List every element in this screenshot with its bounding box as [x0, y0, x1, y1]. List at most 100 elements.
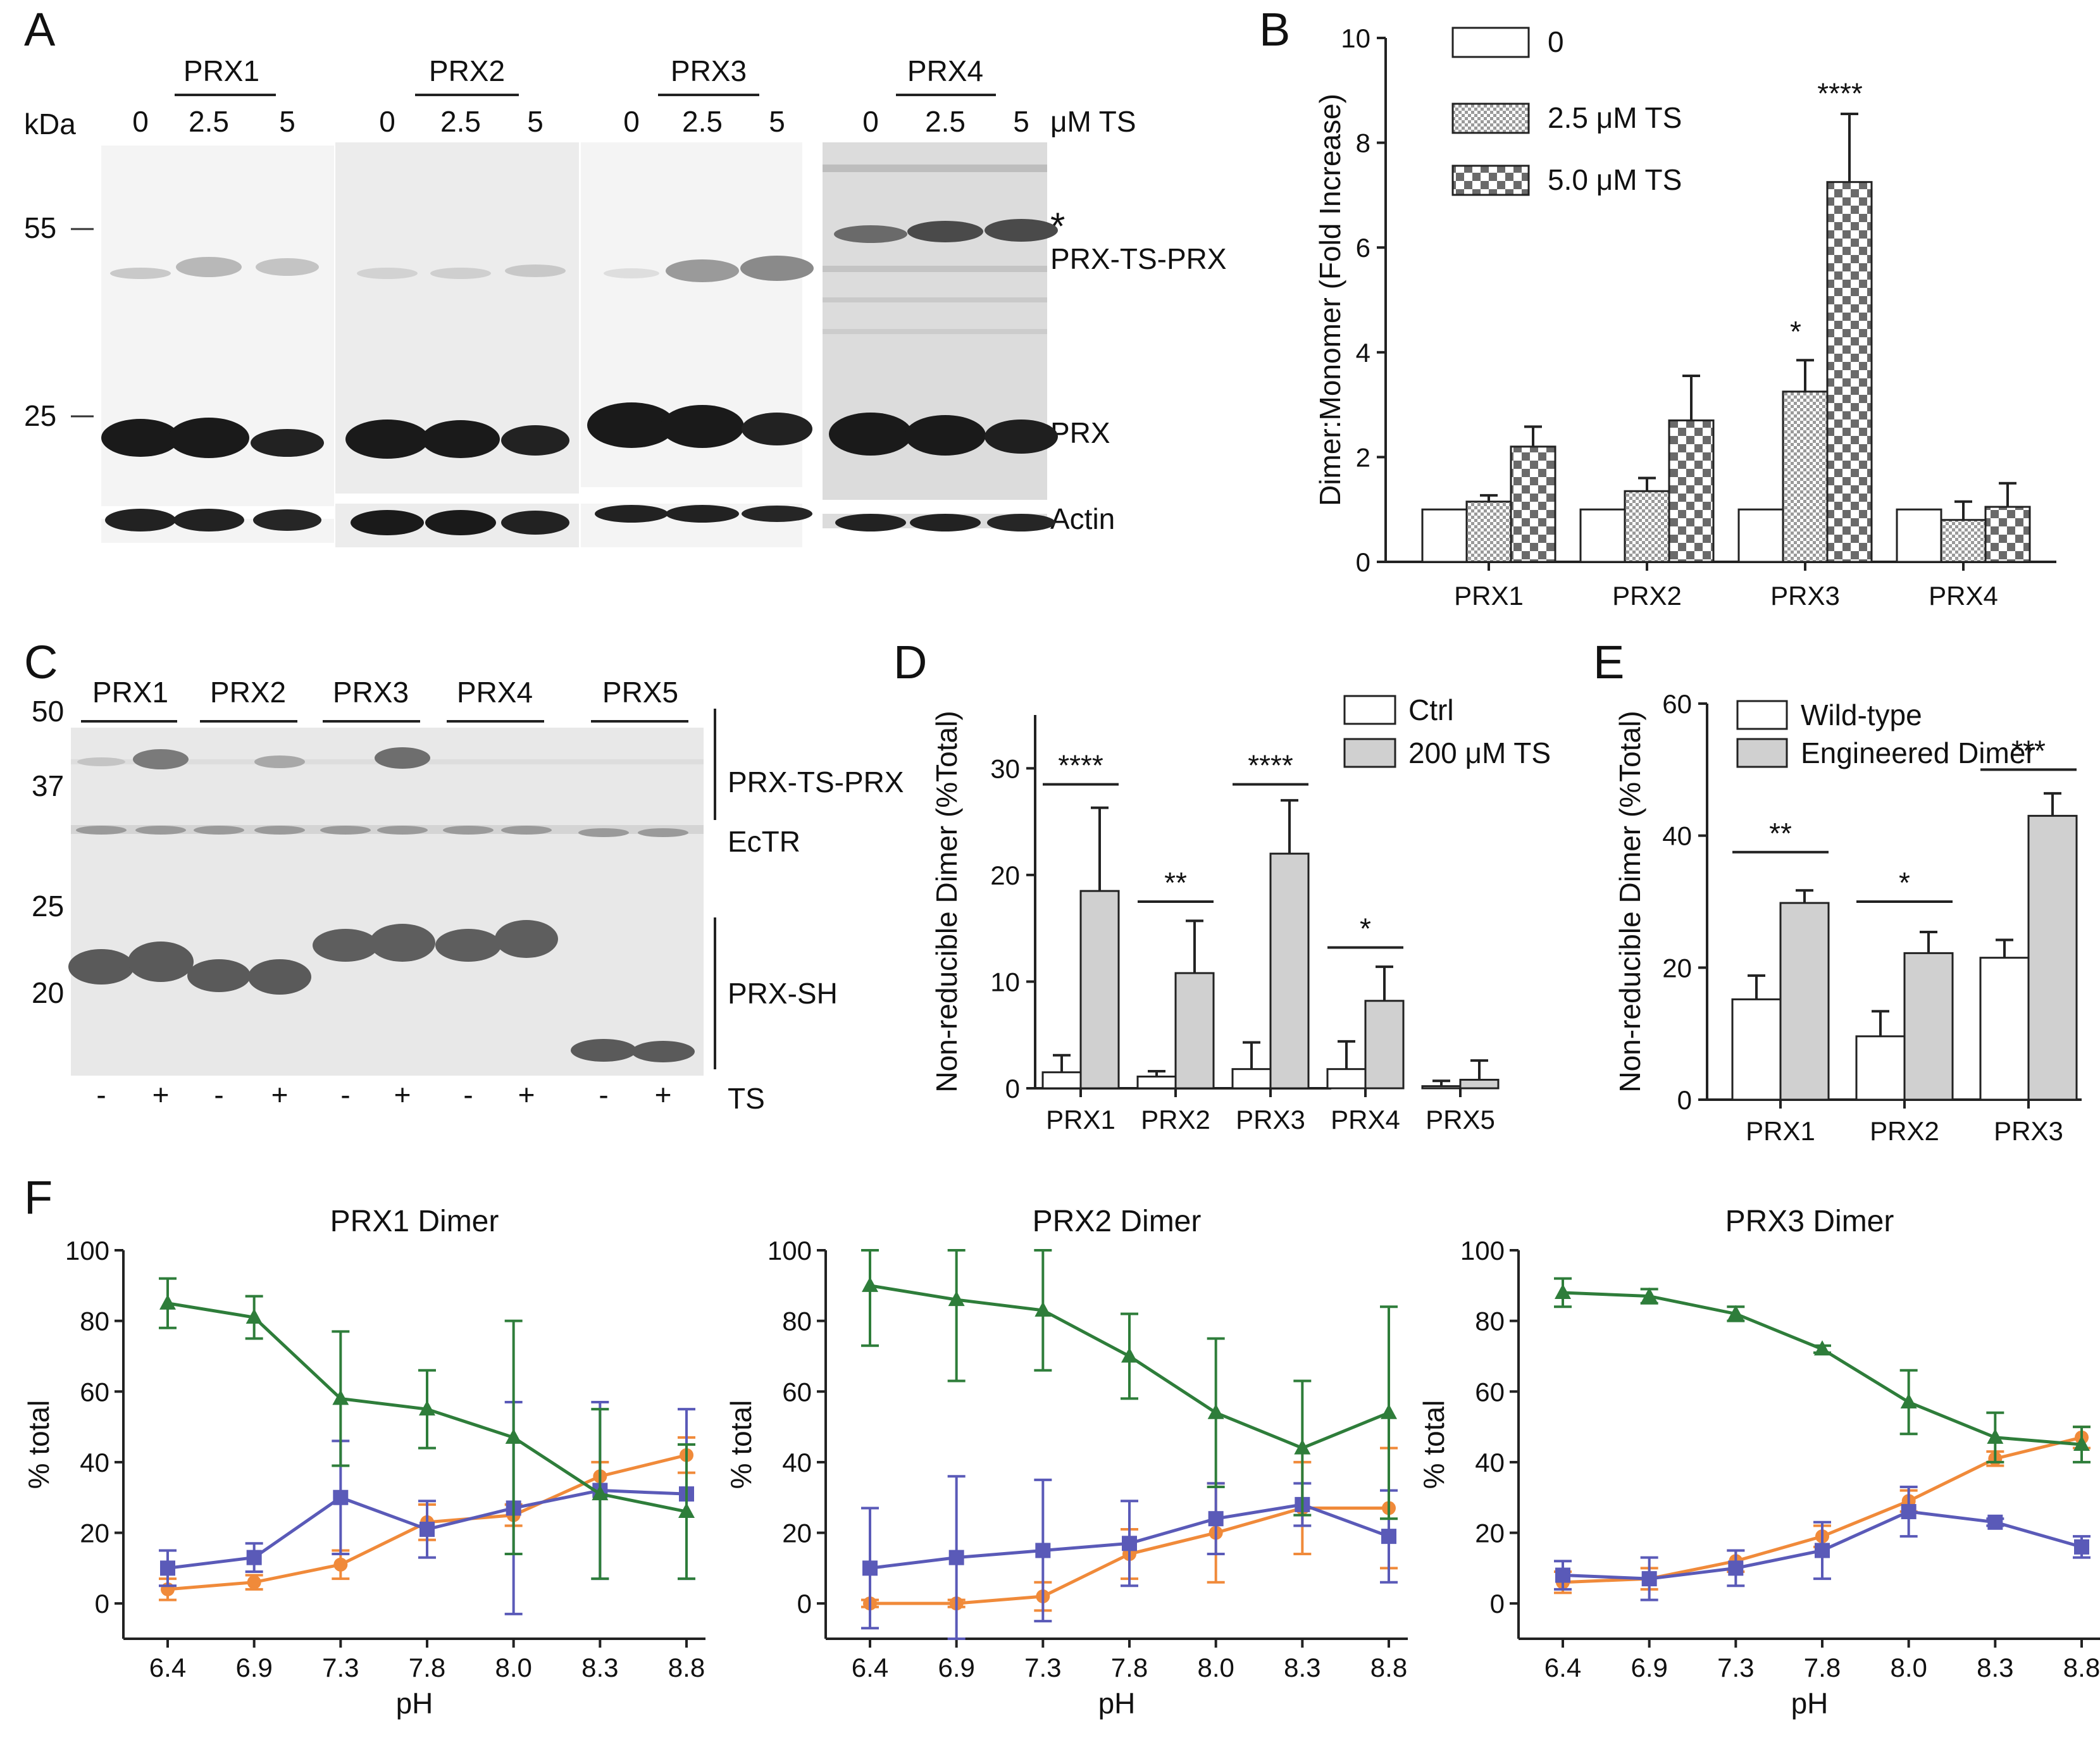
ts-label-c: TS [728, 1082, 765, 1115]
y-tick-label: 0 [95, 1589, 109, 1619]
y-axis-label: Non-reducible Dimer (%Total) [930, 711, 963, 1092]
x-tick-label: 7.3 [322, 1653, 359, 1682]
data-point-green [948, 1291, 965, 1307]
bar [1579, 508, 1626, 563]
y-tick-label: 8 [1356, 128, 1370, 158]
data-point-blue [1035, 1543, 1051, 1558]
y-tick-label: 6 [1356, 233, 1370, 263]
chart-f3: PRX3 Dimer 0 20 40 60 80 100 % total 6.4 6.9 7.3 7.… [1417, 1205, 2100, 1720]
lane-label: 5 [279, 105, 295, 138]
bar [1269, 852, 1310, 1090]
legend-label: 5.0 μM TS [1548, 163, 1682, 196]
data-point-orange [333, 1557, 348, 1572]
lane-label: 5 [527, 105, 544, 138]
panel-label-a: A [24, 3, 56, 56]
data-point-green [1987, 1428, 2004, 1444]
ts-sign: - [463, 1078, 473, 1111]
lane-label: 0 [862, 105, 879, 138]
bar [1421, 1085, 1462, 1090]
bar [1737, 508, 1784, 563]
significance-mark: ** [1164, 866, 1187, 899]
chart-title: PRX2 Dimer [1033, 1205, 1202, 1238]
lane-label: 2.5 [682, 105, 723, 138]
data-point-green [1900, 1393, 1917, 1409]
data-point-blue [862, 1560, 878, 1576]
significance-mark: **** [1817, 77, 1863, 110]
ts-sign: + [518, 1078, 535, 1111]
significance-mark: **** [1248, 749, 1293, 782]
data-point-green [1294, 1439, 1311, 1455]
data-point-green [1381, 1403, 1397, 1419]
bar [1782, 390, 1829, 563]
lane-label: 2.5 [925, 105, 966, 138]
data-point-green [505, 1428, 522, 1444]
legend-swatch [1451, 103, 1530, 134]
bar [1984, 506, 2031, 563]
bar [1326, 1068, 1367, 1090]
x-tick-label: 8.8 [668, 1653, 705, 1682]
x-tick-label: 8.0 [495, 1653, 531, 1682]
panel-c: C 50 37 25 20 PRX1 PRX2 PRX3 PRX4 PRX5 [24, 636, 904, 1115]
marker-55: 55 [24, 211, 56, 244]
ts-label-a: μM TS [1050, 105, 1136, 138]
legend-swatch [1343, 738, 1396, 768]
y-tick-label: 4 [1356, 338, 1370, 368]
legend-label: Ctrl [1408, 693, 1454, 726]
y-tick-label: 10 [990, 967, 1020, 997]
chart-d: 0 10 20 30 Non-reducible Dimer (%Total) PRX1 P… [930, 693, 1551, 1134]
x-tick-label: 8.3 [1977, 1653, 2013, 1682]
x-tick-label: PRX4 [1929, 581, 1998, 611]
data-point-green [419, 1400, 435, 1416]
y-tick-label: 20 [990, 861, 1020, 890]
chart-b: 0 2 4 6 8 10 Dimer:Monomer (Fold Increase) PRX1… [1314, 23, 2056, 611]
data-point-blue [419, 1521, 435, 1537]
x-tick-label: 7.8 [409, 1653, 445, 1682]
x-tick-label: 7.8 [1111, 1653, 1148, 1682]
ts-sign: - [599, 1078, 608, 1111]
group-label-prx5-c: PRX5 [602, 676, 678, 709]
significance-mark: *** [2011, 734, 2046, 767]
data-point-green [245, 1308, 263, 1324]
x-tick-label: PRX3 [1994, 1116, 2063, 1146]
y-tick-label: 40 [80, 1448, 109, 1477]
significance-mark: **** [1058, 749, 1103, 782]
x-tick-label: 6.9 [1631, 1653, 1667, 1682]
y-tick-label: 80 [782, 1307, 812, 1336]
data-point-blue [333, 1489, 349, 1505]
y-axis-label: % total [22, 1400, 55, 1489]
bar [1731, 998, 1782, 1101]
data-point-green [1641, 1287, 1658, 1303]
panel-a: A kDa 55 25 μM TS PRX-TS-PRX PRX Actin *… [24, 3, 1227, 547]
legend-label: 2.5 μM TS [1548, 101, 1682, 134]
y-tick-label: 100 [1460, 1236, 1505, 1265]
band-label-prx-sh-c: PRX-SH [728, 977, 838, 1010]
x-tick-label: PRX3 [1236, 1105, 1305, 1134]
legend-label: 0 [1548, 25, 1564, 58]
x-axis-label: pH [1098, 1687, 1136, 1720]
panel-label-e: E [1593, 636, 1624, 688]
data-point-blue [1901, 1504, 1917, 1520]
data-point-green [1121, 1347, 1138, 1363]
x-tick-label: 6.4 [852, 1653, 888, 1682]
lane-label: 0 [132, 105, 149, 138]
ts-sign: - [214, 1078, 223, 1111]
ts-sign: + [394, 1078, 411, 1111]
x-tick-label: PRX2 [1612, 581, 1682, 611]
group-label-prx2-c: PRX2 [210, 676, 286, 709]
x-tick-label: PRX2 [1870, 1116, 1939, 1146]
data-point-green [2073, 1436, 2090, 1451]
bar [1510, 445, 1556, 563]
marker-25-c: 25 [32, 890, 64, 923]
y-tick-label: 100 [767, 1236, 812, 1265]
y-tick-label: 20 [782, 1519, 812, 1548]
bar [1459, 1079, 1500, 1090]
bar [1465, 500, 1512, 563]
y-tick-label: 0 [797, 1589, 812, 1619]
bar [1364, 1000, 1405, 1090]
band-label-ectr-c: EcTR [728, 825, 800, 858]
x-tick-label: 8.8 [1370, 1653, 1407, 1682]
y-tick-label: 10 [1341, 23, 1370, 53]
bar [1779, 902, 1830, 1101]
band-label-prx-a: PRX [1050, 416, 1110, 449]
chart-title: PRX1 Dimer [330, 1205, 499, 1238]
